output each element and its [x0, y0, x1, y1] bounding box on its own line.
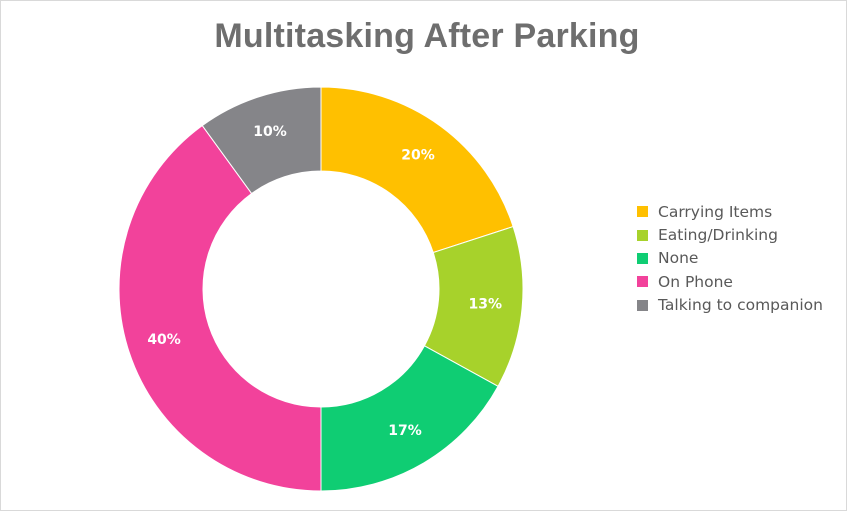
slice-carrying-items	[320, 86, 514, 254]
legend-item-eating-drinking: Eating/Drinking	[637, 223, 823, 246]
legend-swatch	[637, 276, 648, 288]
data-label-eating-drinking: 13%	[469, 297, 503, 313]
data-label-none: 17%	[388, 423, 422, 439]
legend-label: None	[658, 249, 699, 268]
legend-swatch	[637, 229, 648, 241]
data-label-on-phone: 40%	[147, 332, 181, 348]
legend-swatch	[637, 299, 648, 311]
data-label-carrying-items: 20%	[401, 148, 435, 164]
legend-label: Eating/Drinking	[658, 226, 778, 245]
legend-swatch	[637, 206, 648, 218]
slice-none	[320, 345, 499, 492]
data-label-talking-to-companion: 10%	[253, 124, 287, 140]
chart-legend: Carrying Items Eating/Drinking None On Phon…	[637, 200, 823, 317]
legend-label: On Phone	[658, 272, 733, 291]
legend-swatch	[637, 252, 648, 264]
legend-item-on-phone: On Phone	[637, 270, 823, 293]
slice-on-phone	[118, 124, 322, 492]
legend-label: Carrying Items	[658, 202, 773, 221]
slice-talking-to-companion	[201, 86, 322, 195]
legend-item-carrying-items: Carrying Items	[637, 200, 823, 223]
doughnut-slices	[118, 86, 524, 492]
chart-title: Multitasking After Parking	[214, 17, 640, 55]
legend-item-talking-to-companion: Talking to companion	[637, 294, 823, 317]
doughnut-data-labels: 20% 13% 17% 40% 10%	[147, 124, 502, 439]
legend-item-none: None	[637, 247, 823, 270]
legend-label: Talking to companion	[658, 296, 823, 315]
